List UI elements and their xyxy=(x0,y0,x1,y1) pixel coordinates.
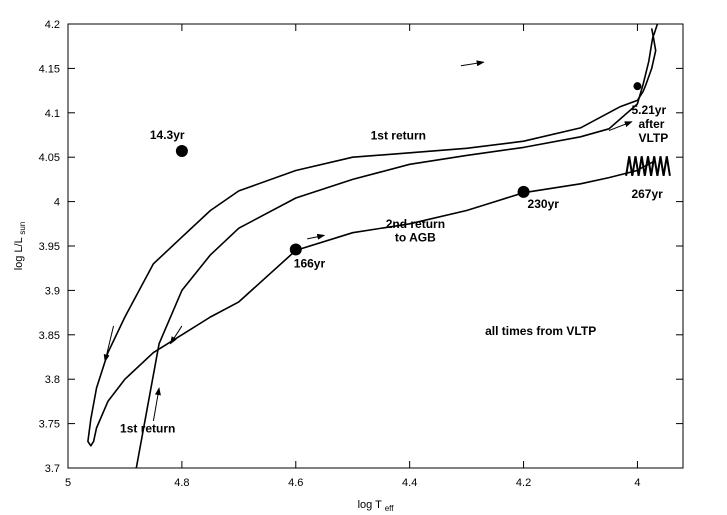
x-tick-label: 4.4 xyxy=(402,477,417,489)
y-tick-label: 4.15 xyxy=(39,63,60,75)
y-tick-label: 3.9 xyxy=(45,285,60,297)
y-axis-title: log L/L sun xyxy=(13,222,27,271)
y-tick-label: 3.95 xyxy=(39,241,60,253)
marker-extra-label: after xyxy=(638,117,664,131)
direction-arrow xyxy=(169,325,183,345)
x-tick-label: 4 xyxy=(634,477,640,489)
time-marker xyxy=(289,243,302,256)
direction-arrow xyxy=(152,387,161,422)
y-tick-label: 4.2 xyxy=(45,19,60,31)
x-tick-label: 4.8 xyxy=(174,477,189,489)
x-axis-title-sub: eff xyxy=(385,504,395,513)
time-marker xyxy=(175,144,188,157)
y-tick-label: 3.8 xyxy=(45,374,60,386)
x-axis-title: log T eff xyxy=(358,499,395,513)
y-tick-label: 3.7 xyxy=(45,463,60,475)
series-line-2 xyxy=(135,23,659,469)
annotation-label: 2nd return xyxy=(386,217,445,231)
y-tick-label: 4.05 xyxy=(39,152,60,164)
marker-label: 267yr xyxy=(631,187,663,201)
direction-arrow xyxy=(460,60,485,67)
direction-arrow xyxy=(103,325,115,363)
y-tick-label: 3.85 xyxy=(39,330,60,342)
x-tick-label: 5 xyxy=(65,477,71,489)
series-line-1 xyxy=(87,28,657,447)
annotation-label: all times from VLTP xyxy=(485,324,596,338)
arrows xyxy=(103,60,633,422)
y-tick-label: 3.75 xyxy=(39,419,60,431)
marker-label: 5.21yr xyxy=(631,103,666,117)
titles: log T eff log L/L sun xyxy=(13,222,394,513)
marker-extra-label: VLTP xyxy=(638,131,668,145)
time-marker xyxy=(517,185,530,198)
markers xyxy=(175,82,642,256)
marker-label: 14.3yr xyxy=(150,128,185,142)
annotation-label: 1st return xyxy=(120,421,175,435)
ticks: 5 4.8 4.6 4.4 4.2 4 3.7 3.75 3.8 3.85 3.9 3.95 4 4.05… xyxy=(39,19,683,489)
marker-label: 166yr xyxy=(294,257,326,271)
axes xyxy=(67,23,684,469)
direction-arrow xyxy=(307,233,326,240)
y-axis-title-sub: sun xyxy=(18,222,27,235)
annotation-label: to AGB xyxy=(395,231,436,245)
annotation-label: 1st return xyxy=(371,128,426,142)
x-tick-label: 4.6 xyxy=(288,477,303,489)
time-marker xyxy=(633,82,642,91)
plot-frame xyxy=(67,23,684,469)
x-tick-label: 4.2 xyxy=(516,477,531,489)
noise-segment xyxy=(625,156,671,176)
y-tick-label: 4.1 xyxy=(45,108,60,120)
direction-arrow xyxy=(608,121,633,132)
curves xyxy=(87,23,671,469)
marker-label: 230yr xyxy=(528,197,560,211)
y-tick-label: 4 xyxy=(54,197,60,209)
